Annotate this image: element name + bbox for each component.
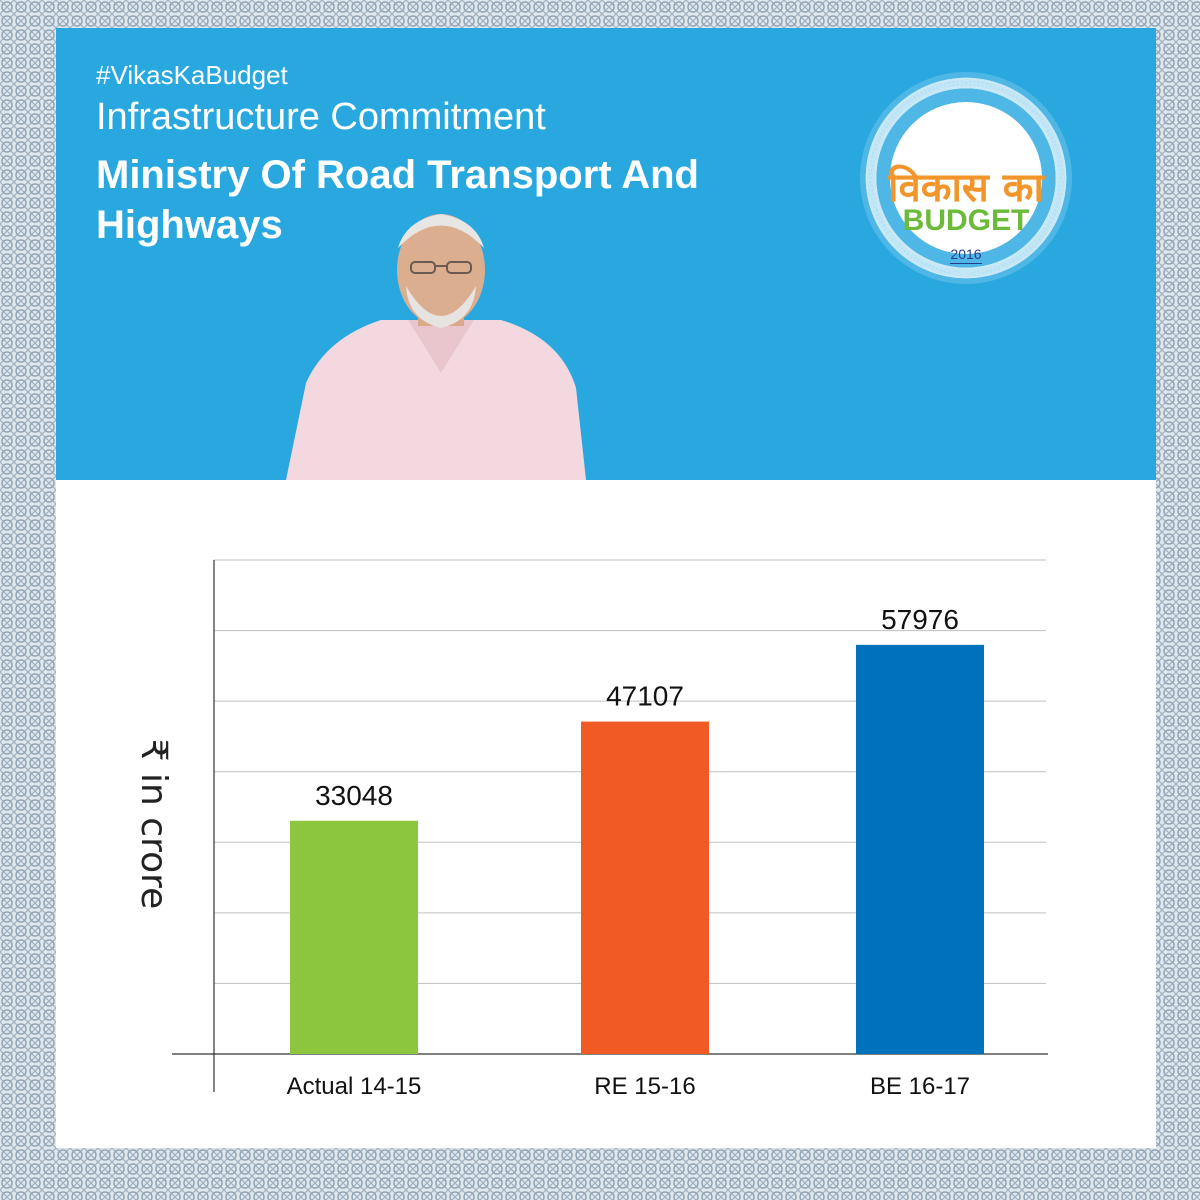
page-title: Infrastructure Commitment [96, 96, 546, 138]
bar-3 [856, 644, 984, 1054]
logo-year: 2016 [858, 246, 1074, 264]
bar-1 [290, 820, 418, 1054]
logo-year-text: 2016 [950, 246, 982, 264]
data-label: 47107 [606, 681, 684, 712]
logo-budget-text: BUDGET [902, 204, 1030, 237]
logo-ring [865, 87, 1067, 269]
category-labels: Actual 14-15 RE 15-16 BE 16-17 [287, 1073, 970, 1100]
logo-text: विकास का BUDGET 2016 [858, 70, 1074, 286]
bar-chart: ₹ in crore 33048 47107 57976 Actual 14-15 R… [133, 559, 1048, 1100]
category-label: BE 16-17 [870, 1073, 970, 1100]
infographic-card: #VikasKaBudget Infrastructure Commitment… [56, 28, 1156, 1148]
header-banner: #VikasKaBudget Infrastructure Commitment… [56, 28, 1156, 480]
hashtag: #VikasKaBudget [96, 60, 288, 90]
data-label: 33048 [315, 780, 393, 811]
logo-hindi-text: विकास का [888, 165, 1044, 211]
bar-2 [581, 721, 709, 1054]
bars [290, 644, 984, 1054]
category-label: Actual 14-15 [287, 1073, 422, 1100]
category-label: RE 15-16 [594, 1073, 695, 1100]
person-photo [286, 214, 586, 480]
y-axis-label: ₹ in crore [133, 739, 174, 910]
data-label: 57976 [881, 604, 959, 635]
value-labels: 33048 47107 57976 [315, 604, 959, 811]
budget-2016-logo [860, 72, 1072, 284]
ministry-title: Ministry Of Road Transport And Highways [96, 153, 699, 247]
